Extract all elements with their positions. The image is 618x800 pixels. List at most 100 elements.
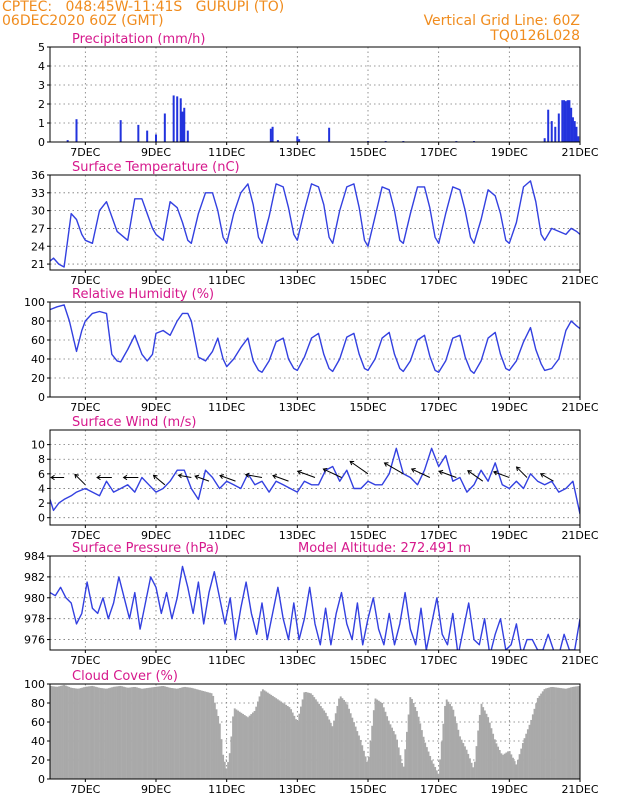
xtick-label: 15DEC xyxy=(349,529,386,542)
cloud-bar xyxy=(442,723,445,779)
ytick-label: 30 xyxy=(31,205,45,218)
cloud-bar xyxy=(192,688,195,779)
xtick-label: 15DEC xyxy=(349,401,386,414)
cloud-bar xyxy=(533,708,536,779)
cloud-bar xyxy=(440,741,443,779)
cloud-bar xyxy=(240,712,243,779)
cloud-bar xyxy=(531,714,534,779)
cloud-bar xyxy=(275,698,278,779)
precip-bar xyxy=(155,134,157,142)
cloud-bar xyxy=(328,719,331,779)
cloud-bar xyxy=(212,695,215,779)
wind-panel: 0 2 46 810 7DEC 9DEC 11DEC 13DEC 15DEC 17DEC 19DEC… xyxy=(31,415,599,542)
cloud-bar xyxy=(397,747,400,779)
cloud-bar xyxy=(96,687,99,779)
cloud-bar xyxy=(200,690,203,779)
cloud-bar xyxy=(477,730,480,779)
ytick-label: 33 xyxy=(31,187,45,200)
cloud-bar xyxy=(81,687,84,779)
cloud-bar xyxy=(513,761,516,779)
cloud-bar xyxy=(114,686,117,779)
cloud-bar xyxy=(406,731,408,779)
cloud-bar xyxy=(371,725,374,779)
cloud-bar xyxy=(228,753,231,779)
cloud-bar xyxy=(97,687,100,779)
cloud-bar xyxy=(61,685,64,779)
cloud-bar xyxy=(213,702,216,779)
wind-arrow xyxy=(194,475,210,482)
cloud-bar xyxy=(182,687,185,779)
precip-bar xyxy=(75,119,78,142)
cloud-bar xyxy=(197,689,200,779)
wind-arrow-head xyxy=(74,473,79,479)
cloud-bar xyxy=(150,687,153,779)
cloud-bar xyxy=(525,733,528,779)
chart-header: CPTEC: 048:45W-11:41S GURUPI (TO) 06DEC2… xyxy=(0,0,618,44)
cloud-bar xyxy=(222,754,225,779)
cloud-bar xyxy=(574,686,577,779)
cloud-bar xyxy=(268,693,271,779)
cloud-bar xyxy=(300,706,302,779)
ytick-label: 0 xyxy=(38,512,45,525)
cloud-bar xyxy=(384,711,387,779)
xtick-label: 15DEC xyxy=(349,274,386,287)
xtick-label: 17DEC xyxy=(420,146,457,159)
cloud-bar xyxy=(149,687,152,779)
ytick-label: 100 xyxy=(24,296,45,309)
wind-arrow-head xyxy=(349,460,355,466)
cloud-bar xyxy=(463,746,466,779)
cloud-bar xyxy=(381,702,384,779)
xtick-label: 7DEC xyxy=(70,654,100,667)
precip-bar xyxy=(176,96,179,142)
wind-arrow-head xyxy=(492,470,498,476)
xtick-label: 17DEC xyxy=(420,529,457,542)
cloud-bar xyxy=(528,724,531,779)
cloud-bar xyxy=(59,685,62,779)
cloud-bar xyxy=(237,710,239,779)
xtick-label: 15DEC xyxy=(349,783,386,796)
ytick-label: 976 xyxy=(24,634,45,647)
cloud-bar xyxy=(66,686,69,779)
cloud-bar xyxy=(78,688,80,779)
cloud-bar xyxy=(444,705,447,779)
cloud-bar xyxy=(382,707,385,779)
wind-arrow xyxy=(540,473,554,482)
cloud-bar xyxy=(129,687,132,779)
cloud-bar xyxy=(462,743,465,779)
ytick-label: 24 xyxy=(31,240,45,253)
cloud-bar xyxy=(134,686,137,779)
cloud-bar xyxy=(425,747,428,779)
cloud-bar xyxy=(348,708,350,779)
cloud-bar xyxy=(356,731,359,779)
wind-arrow-head xyxy=(467,470,472,475)
cloud-bar xyxy=(247,717,249,779)
pressure-series xyxy=(50,565,580,650)
cloud-bar xyxy=(295,719,297,779)
precip-frame xyxy=(49,46,581,143)
cloud-bar xyxy=(117,686,120,779)
cloud-bar xyxy=(266,692,269,779)
cloud-bar xyxy=(357,735,360,779)
ytick-label: 100 xyxy=(24,678,45,691)
cloud-bar xyxy=(177,688,180,779)
ytick-label: 5 xyxy=(38,41,45,54)
wind-arrow-head xyxy=(122,474,128,481)
ytick-label: 4 xyxy=(38,482,45,495)
precip-bar xyxy=(271,126,274,142)
cloud-bar xyxy=(338,698,341,779)
cloud-bar xyxy=(439,759,442,779)
wind-arrow-head xyxy=(296,469,302,475)
wind-arrow xyxy=(219,475,236,482)
cloud-bar xyxy=(566,688,569,779)
cloud-bar xyxy=(434,767,437,779)
xtick-label: 19DEC xyxy=(491,529,528,542)
cloud-bar xyxy=(556,687,559,779)
cloud-bar xyxy=(573,686,576,779)
cloud-bar xyxy=(516,759,519,779)
xtick-label: 17DEC xyxy=(420,783,457,796)
cloud-bar xyxy=(530,719,533,779)
cloud-bar xyxy=(288,707,291,779)
ytick-label: 982 xyxy=(24,571,45,584)
cloud-bar xyxy=(500,753,503,779)
